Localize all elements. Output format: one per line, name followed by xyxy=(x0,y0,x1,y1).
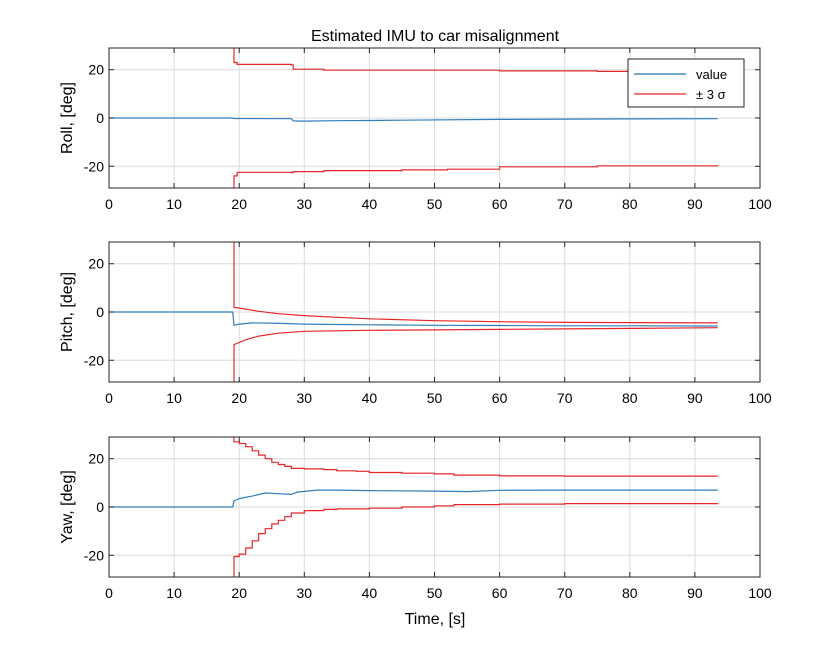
x-tick-label: 20 xyxy=(231,196,247,212)
series-line--3-lower xyxy=(233,503,719,577)
x-tick-label: 30 xyxy=(297,196,313,212)
x-tick-label: 0 xyxy=(105,585,113,601)
y-tick-label: -20 xyxy=(84,547,104,563)
x-tick-label: 80 xyxy=(622,196,638,212)
y-tick-label: 0 xyxy=(96,110,104,126)
y-axis-label: Pitch, [deg] xyxy=(59,272,76,352)
x-tick-label: 90 xyxy=(687,196,703,212)
series-group xyxy=(109,48,719,188)
x-tick-label: 80 xyxy=(622,585,638,601)
x-tick-label: 60 xyxy=(492,390,508,406)
series-line--3-lower xyxy=(233,327,718,382)
y-axis-label: Roll, [deg] xyxy=(59,82,76,154)
y-tick-label: 20 xyxy=(88,256,104,272)
x-tick-label: 100 xyxy=(748,390,772,406)
x-tick-label: 70 xyxy=(557,390,573,406)
x-tick-label: 90 xyxy=(687,585,703,601)
x-tick-label: 100 xyxy=(748,196,772,212)
subplot-3: 0 10 20 30 40 50 60 70 80 90 100 -20 0 20 Yaw, [deg] xyxy=(59,436,772,601)
x-tick-label: 0 xyxy=(105,196,113,212)
x-tick-label: 40 xyxy=(362,585,378,601)
x-tick-label: 20 xyxy=(231,585,247,601)
x-tick-label: 40 xyxy=(362,196,378,212)
y-tick-label: 0 xyxy=(96,304,104,320)
x-tick-label: 30 xyxy=(297,390,313,406)
legend-box xyxy=(627,58,745,108)
chart-title: Estimated IMU to car misalignment xyxy=(311,28,560,45)
series-line-value xyxy=(109,489,718,508)
y-axis-label: Yaw, [deg] xyxy=(59,470,76,544)
legend-entry-label: value xyxy=(696,67,727,82)
x-tick-label: 50 xyxy=(427,390,443,406)
series-line--3-upper xyxy=(233,437,718,477)
series-line-value xyxy=(109,117,718,122)
series-line--3-lower xyxy=(233,165,719,188)
legend: value ± 3 σ xyxy=(627,58,745,108)
x-tick-label: 10 xyxy=(166,585,182,601)
x-tick-label: 10 xyxy=(166,196,182,212)
series-line--3-upper xyxy=(233,242,718,324)
series-line--3-upper xyxy=(233,48,719,73)
series-group xyxy=(109,242,718,382)
y-tick-label: -20 xyxy=(84,352,104,368)
x-tick-label: 60 xyxy=(492,585,508,601)
y-tick-label: 20 xyxy=(88,62,104,78)
x-tick-label: 50 xyxy=(427,585,443,601)
x-tick-label: 60 xyxy=(492,196,508,212)
y-tick-label: 20 xyxy=(88,451,104,467)
x-axis-label: Time, [s] xyxy=(405,611,466,628)
subplot-2: 0 10 20 30 40 50 60 70 80 90 100 -20 0 20 Pitch, [deg] xyxy=(59,241,772,406)
x-tick-label: 40 xyxy=(362,390,378,406)
x-tick-label: 10 xyxy=(166,390,182,406)
x-tick-label: 100 xyxy=(748,585,772,601)
x-tick-label: 70 xyxy=(557,585,573,601)
legend-entry-label: ± 3 σ xyxy=(696,87,726,102)
x-tick-label: 90 xyxy=(687,390,703,406)
x-tick-label: 70 xyxy=(557,196,573,212)
series-line-value xyxy=(109,311,718,327)
x-tick-label: 30 xyxy=(297,585,313,601)
x-tick-label: 0 xyxy=(105,390,113,406)
y-tick-label: -20 xyxy=(84,158,104,174)
x-tick-label: 80 xyxy=(622,390,638,406)
x-tick-label: 20 xyxy=(231,390,247,406)
x-tick-label: 50 xyxy=(427,196,443,212)
series-group xyxy=(109,437,719,577)
y-tick-label: 0 xyxy=(96,499,104,515)
